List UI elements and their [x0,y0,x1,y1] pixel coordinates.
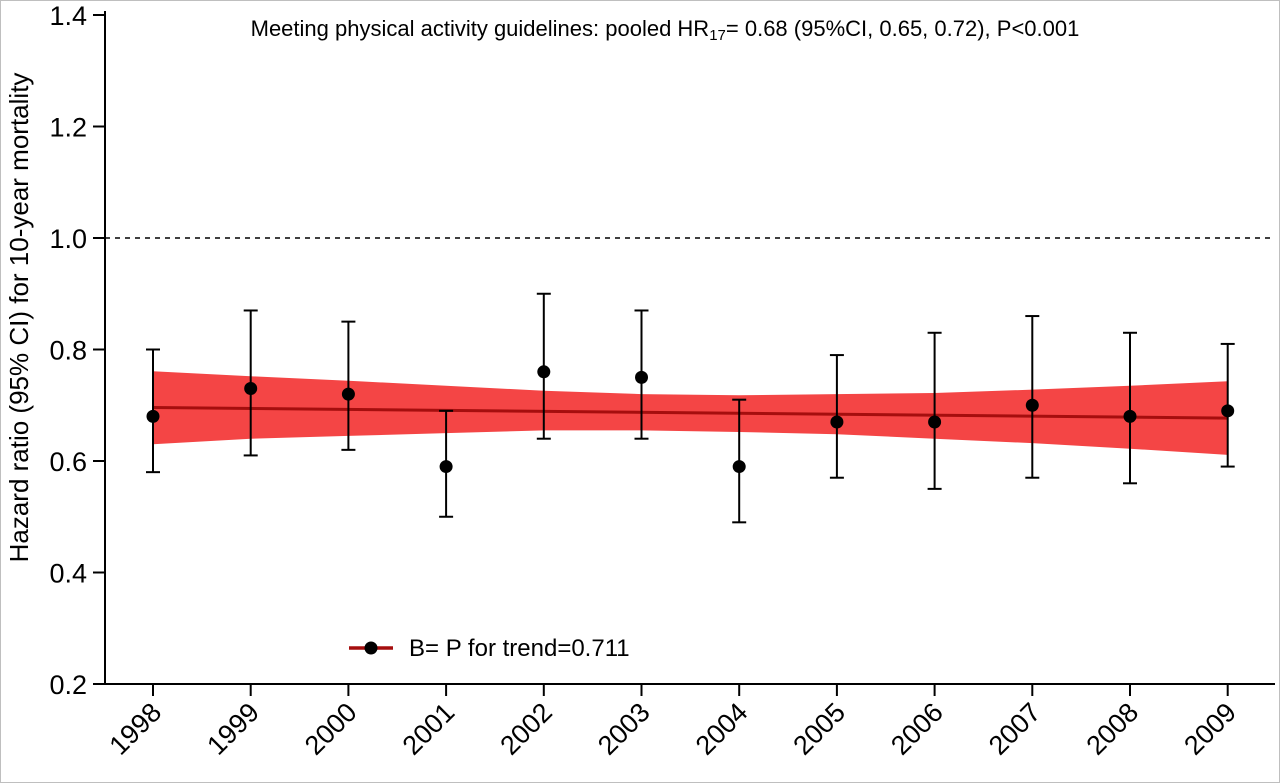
y-axis-title: Hazard ratio (95% CI) for 10-year mortal… [4,73,34,563]
x-tick-label-2009: 2009 [1178,697,1242,761]
data-point-2004 [732,460,746,474]
chart-title: Meeting physical activity guidelines: po… [251,16,1080,44]
data-point-2008 [1123,409,1137,423]
x-tick-label-1998: 1998 [104,697,168,761]
data-point-2002 [537,365,551,379]
data-point-2009 [1221,404,1235,418]
legend-label: B= P for trend=0.711 [409,635,630,662]
data-point-2000 [341,387,355,401]
data-point-2005 [830,415,844,429]
trend-line [152,405,1228,420]
x-tick-label-2004: 2004 [690,697,754,761]
x-tick-label-1999: 1999 [201,697,265,761]
data-point-2007 [1025,398,1039,412]
data-point-2001 [439,460,453,474]
legend-point-swatch [364,641,378,655]
x-tick-label-2001: 2001 [397,697,461,761]
legend: B= P for trend=0.711 [349,635,630,662]
y-tick-label-1.4: 1.4 [49,1,87,31]
data-point-1998 [146,409,160,423]
data-point-layer [146,365,1235,474]
y-tick-label-0.4: 0.4 [49,559,87,589]
y-tick-label-1.2: 1.2 [49,113,87,143]
y-tick-label-1.0: 1.0 [49,224,87,254]
y-tick-label-0.2: 0.2 [49,670,87,700]
data-point-2006 [928,415,942,429]
y-tick-label-0.6: 0.6 [49,447,87,477]
text-layer: Hazard ratio (95% CI) for 10-year mortal… [4,16,1079,562]
data-point-2003 [635,370,648,384]
x-tick-label-2003: 2003 [592,697,656,761]
x-tick-label-2002: 2002 [494,697,558,761]
x-tick-label-2005: 2005 [787,697,851,761]
x-tick-label-2006: 2006 [885,697,949,761]
y-tick-label-0.8: 0.8 [49,336,87,366]
x-tick-label-2007: 2007 [983,697,1047,761]
chart-title-prefix: Meeting physical activity guidelines: po… [251,16,710,41]
data-point-1999 [244,382,258,396]
chart-title-suffix: = 0.68 (95%CI, 0.65, 0.72), P<0.001 [726,16,1079,41]
trend-line-layer [152,405,1228,420]
x-tick-label-2008: 2008 [1081,697,1145,761]
x-tick-label-2000: 2000 [299,697,363,761]
chart-title-subscript: 17 [709,27,726,44]
